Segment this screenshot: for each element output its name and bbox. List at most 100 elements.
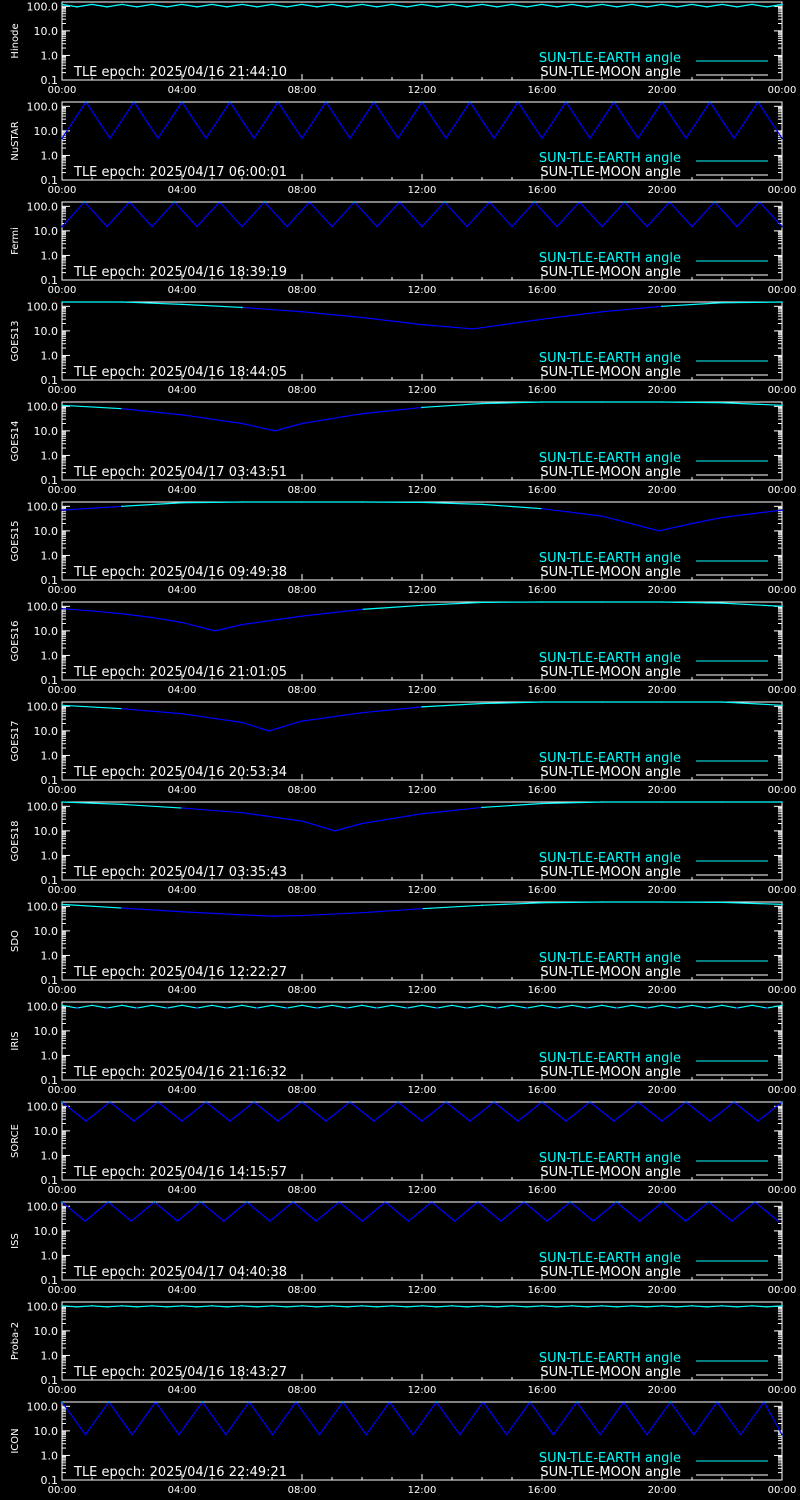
series-segment [669, 201, 693, 227]
data-point [196, 225, 198, 228]
series-segment [205, 101, 231, 139]
data-point [301, 914, 303, 917]
series-segment [178, 1401, 203, 1436]
y-tick-label: 1.0 [41, 1049, 59, 1062]
series-segment [109, 101, 135, 139]
series-segment [733, 1101, 759, 1122]
y-tick-label: 1.0 [41, 749, 59, 762]
series-segment [601, 201, 625, 227]
y-tick-label: 1.0 [41, 1249, 59, 1262]
data-point [477, 1201, 479, 1203]
tle-epoch-label: TLE epoch: 2025/04/17 03:43:51 [73, 465, 287, 480]
x-tick-label: 04:00 [168, 285, 197, 296]
series-segment [541, 1101, 567, 1122]
series-segment [691, 201, 715, 227]
data-point [526, 1306, 528, 1308]
x-tick-label: 12:00 [408, 785, 437, 796]
legend-earth-label: SUN-TLE-EARTH angle [539, 51, 681, 66]
data-point [121, 407, 123, 410]
series-segment [601, 515, 660, 532]
data-point [229, 101, 231, 103]
x-tick-label: 04:00 [168, 1485, 197, 1496]
series-segment [541, 1305, 558, 1308]
series-segment [196, 1004, 213, 1009]
data-point [541, 318, 543, 320]
x-tick-label: 08:00 [288, 985, 317, 996]
series-segment [256, 1004, 273, 1009]
series-segment [331, 1305, 348, 1308]
data-point [384, 1201, 387, 1203]
satellite-name: GOES17 [10, 720, 21, 761]
x-tick-label: 12:00 [408, 1185, 437, 1196]
series-segment [214, 624, 243, 632]
x-tick-label: 08:00 [288, 385, 317, 396]
series-segment [219, 201, 243, 227]
series-segment [397, 101, 423, 139]
x-tick-label: 12:00 [408, 1285, 437, 1296]
series-segment [721, 901, 783, 905]
data-point [469, 101, 471, 103]
series-segment [318, 1401, 344, 1436]
x-tick-label: 12:00 [408, 685, 437, 696]
series-segment [295, 1401, 320, 1436]
data-point [488, 201, 491, 203]
data-point [334, 830, 336, 832]
data-point [481, 503, 483, 506]
data-point [61, 801, 63, 803]
data-point [615, 1201, 618, 1203]
series-segment [91, 1004, 108, 1009]
series-segment [571, 1004, 588, 1009]
series-segment [676, 1305, 693, 1308]
data-point [226, 1306, 228, 1308]
data-point [739, 1433, 742, 1436]
series-segment [511, 1305, 528, 1308]
series-segment [181, 1101, 207, 1122]
series-segment [391, 3, 408, 8]
data-point [481, 806, 483, 809]
series-segment [292, 1201, 317, 1222]
series-segment [526, 3, 543, 8]
series-segment [435, 1401, 461, 1436]
series-segment [85, 1101, 111, 1122]
series-segment [685, 101, 711, 139]
data-point [713, 201, 716, 203]
series-segment [196, 201, 220, 227]
series-segment [757, 101, 783, 139]
y-tick-label: 100.0 [27, 400, 59, 413]
series-segment [181, 911, 243, 916]
panel-icon: 100.010.01.00.100:00 04:00 08:00 12:00 16:00… [10, 1400, 796, 1496]
data-point [225, 1433, 227, 1436]
data-point [241, 721, 243, 724]
data-point [481, 702, 483, 705]
series-segment [286, 3, 303, 8]
y-tick-label: 100.0 [27, 1200, 59, 1213]
x-tick-label: 04:00 [168, 1285, 197, 1296]
series-segment [342, 1401, 367, 1436]
data-point [685, 1101, 687, 1103]
series-segment [662, 1201, 687, 1222]
data-point [361, 412, 363, 415]
data-point [241, 1305, 243, 1307]
data-point [481, 1004, 483, 1007]
y-tick-label: 10.0 [34, 525, 59, 538]
series-segment [286, 1004, 303, 1009]
series-segment [200, 1201, 225, 1222]
data-point [586, 6, 588, 8]
series-segment [277, 101, 303, 139]
series-segment [637, 101, 663, 139]
x-tick-label: 04:00 [168, 485, 197, 496]
series-segment [556, 1305, 573, 1308]
data-point [61, 137, 63, 140]
tle-epoch-label: TLE epoch: 2025/04/16 09:49:38 [73, 565, 287, 580]
series-segment [91, 1305, 108, 1308]
data-point [758, 201, 761, 203]
y-tick-label: 10.0 [34, 1425, 59, 1438]
data-point [781, 704, 783, 707]
series-segment [616, 1305, 633, 1308]
series-segment [469, 1101, 495, 1122]
data-point [601, 701, 603, 703]
data-point [173, 201, 176, 203]
data-point [229, 1120, 231, 1122]
data-point [151, 1004, 153, 1007]
series-segment [61, 505, 123, 511]
